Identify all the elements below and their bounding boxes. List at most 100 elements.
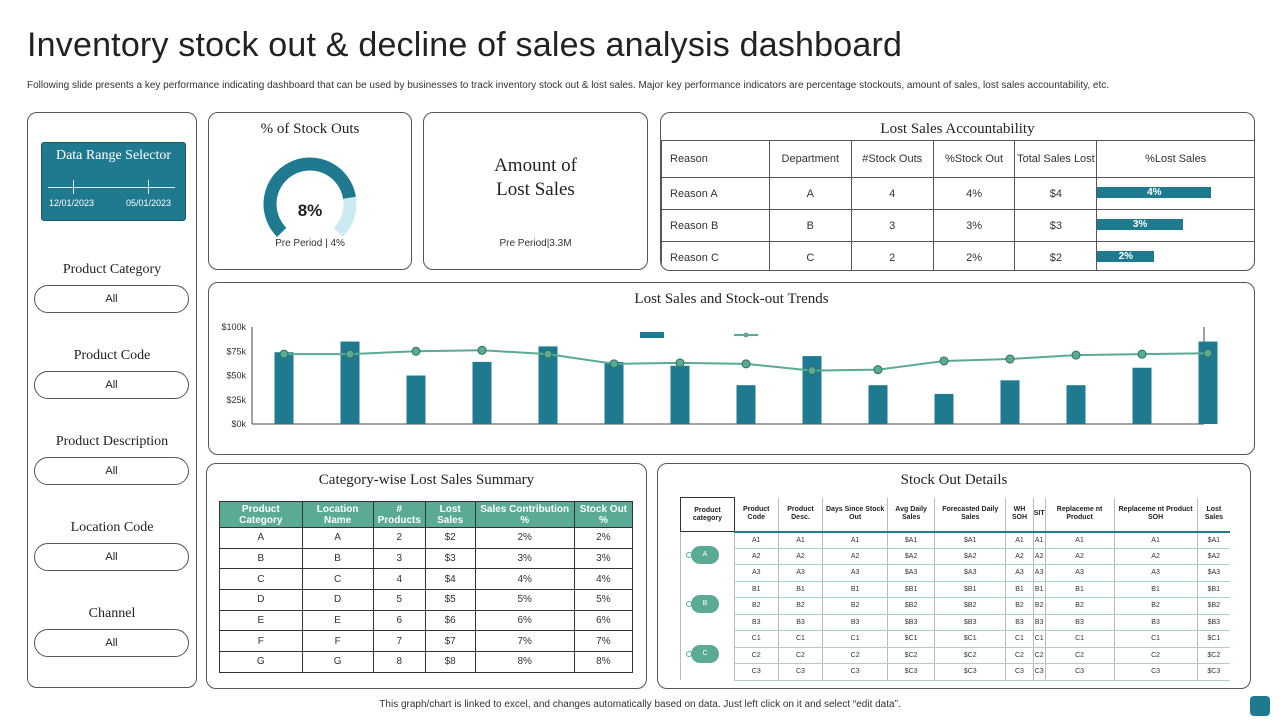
stockout-trend-point xyxy=(807,366,817,376)
table-cell: E xyxy=(219,609,303,632)
table-cell: $3 xyxy=(424,547,476,570)
lost-sales-bar xyxy=(406,375,426,424)
table-cell: 2% xyxy=(573,527,634,549)
table-cell: C xyxy=(301,568,374,591)
table-cell: 4% xyxy=(573,568,634,591)
col-header: Forecasted Daily Sales xyxy=(934,497,1006,533)
accountability-title: Lost Sales Accountability xyxy=(880,121,1035,137)
y-tick-label: $75k xyxy=(226,346,246,356)
product-code-select[interactable]: All xyxy=(34,371,189,399)
table-cell: B1 xyxy=(1005,581,1034,598)
table-cell: A2 xyxy=(1113,548,1198,565)
stockout-trend-point xyxy=(411,346,421,356)
table-row: C C1 C1 C1 $C1 $C1 C1 C1 C1 C1 $C1 xyxy=(680,630,1230,680)
date-range-title: Data Range Selector xyxy=(55,148,172,163)
table-cell: B2 xyxy=(733,597,779,615)
table-row: A A 2 $2 2% 2% xyxy=(219,527,634,549)
col-header: #Stock Outs xyxy=(850,140,934,178)
table-cell: A2 xyxy=(733,548,779,565)
table-cell: $C1 xyxy=(886,630,935,648)
col-header: Product category xyxy=(680,497,735,532)
table-cell: $5 xyxy=(424,589,476,611)
table-cell: C2 xyxy=(1005,647,1034,664)
table-cell: A3 xyxy=(1113,564,1198,582)
table-cell: B1 xyxy=(733,581,779,598)
date-range-end: 05/01/2023 xyxy=(126,198,172,208)
table-cell: F xyxy=(301,630,374,653)
table-cell: B xyxy=(301,547,374,570)
lost-sales-bar-cell: 4% xyxy=(1096,177,1254,210)
channel-select[interactable]: All xyxy=(34,629,189,657)
table-row: E E 6 $6 6% 6% xyxy=(219,609,634,632)
table-cell: $3 xyxy=(1014,209,1098,242)
table-cell: A1 xyxy=(1113,531,1198,549)
lost-sales-accountability-card: Lost Sales Accountability Reason Departm… xyxy=(660,112,1255,271)
table-cell: C3 xyxy=(733,663,779,681)
accountability-row: Reason A A 4 4% $4 4% xyxy=(661,177,1254,210)
product-description-select[interactable]: All xyxy=(34,457,189,485)
col-header: Stock Out % xyxy=(573,501,634,528)
table-row: A2 A2 A2 $A2 $A2 A2 A2 A2 A2 $A2 xyxy=(681,548,1230,565)
accountability-row: Reason C C 2 2% $2 2% xyxy=(661,241,1254,270)
table-cell: C2 xyxy=(1044,647,1114,664)
table-cell: C1 xyxy=(777,630,823,648)
location-code-select[interactable]: All xyxy=(34,543,189,571)
table-cell: $A1 xyxy=(1196,531,1230,549)
location-code-label: Location Code xyxy=(70,520,154,535)
table-cell: A1 xyxy=(777,531,823,549)
lost-sales-bar xyxy=(472,361,492,424)
col-header: Total Sales Lost xyxy=(1014,140,1098,178)
product-category-select[interactable]: All xyxy=(34,285,189,313)
table-cell: C3 xyxy=(1005,663,1034,681)
legend-bar-swatch xyxy=(640,332,664,338)
col-header: # Products xyxy=(372,501,426,528)
table-cell: $7 xyxy=(424,630,476,653)
table-cell: A xyxy=(768,177,852,210)
category-summary-card: Category-wise Lost Sales Summary Product… xyxy=(206,463,647,689)
table-cell: 2 xyxy=(850,241,934,270)
table-cell: C3 xyxy=(1113,663,1198,681)
table-cell: $C2 xyxy=(934,647,1006,664)
col-header: Sales Contribution % xyxy=(474,501,575,528)
lost-sales-bar xyxy=(868,385,888,424)
lost-sales-bar xyxy=(736,385,756,424)
col-header: Product Desc. xyxy=(777,497,823,533)
stockout-trend-point xyxy=(939,356,949,366)
table-cell: B xyxy=(768,209,852,242)
table-cell: C xyxy=(768,241,852,270)
stockout-gauge: 8% xyxy=(263,157,357,237)
table-cell: A1 xyxy=(1032,531,1046,549)
stockout-trend-point xyxy=(1071,350,1081,360)
product-description-label: Product Description xyxy=(55,434,169,449)
stockout-details-title: Stock Out Details xyxy=(900,472,1008,488)
group-dot xyxy=(686,601,692,607)
table-cell: $2 xyxy=(1014,241,1098,270)
stockout-trend-point xyxy=(675,358,685,368)
table-cell: $A2 xyxy=(886,548,935,565)
table-cell: B3 xyxy=(822,614,888,631)
table-cell: 3% xyxy=(474,547,575,570)
table-cell: 6% xyxy=(474,609,575,632)
date-range-start-handle[interactable] xyxy=(73,180,74,194)
page-title: Inventory stock out & decline of sales a… xyxy=(27,26,903,64)
table-cell: C3 xyxy=(822,663,888,681)
table-cell: $C2 xyxy=(1196,647,1230,664)
table-row: C3 C3 C3 $C3 $C3 C3 C3 C3 C3 $C3 xyxy=(681,663,1230,681)
table-cell: B3 xyxy=(1044,614,1114,631)
table-cell: B3 xyxy=(1032,614,1046,631)
table-cell: A xyxy=(301,527,374,549)
date-range-selector[interactable]: Data Range Selector 12/01/2023 05/01/202… xyxy=(41,142,186,221)
table-cell: $A3 xyxy=(934,564,1006,582)
stockout-trend-point xyxy=(1137,349,1147,359)
table-cell: C2 xyxy=(1032,647,1046,664)
table-row: F F 7 $7 7% 7% xyxy=(219,630,634,653)
lost-sales-bar xyxy=(1000,380,1020,424)
table-cell: 3 xyxy=(372,547,426,570)
product-category-label: Product Category xyxy=(62,262,162,277)
date-range-end-handle[interactable] xyxy=(148,180,149,194)
stockout-prev-period: Pre Period | 4% xyxy=(275,238,345,249)
lost-sales-bar xyxy=(1066,385,1086,424)
col-header: SIT xyxy=(1032,497,1046,533)
table-cell: A2 xyxy=(1005,548,1034,565)
stockout-kpi-title: % of Stock Outs xyxy=(260,121,360,137)
